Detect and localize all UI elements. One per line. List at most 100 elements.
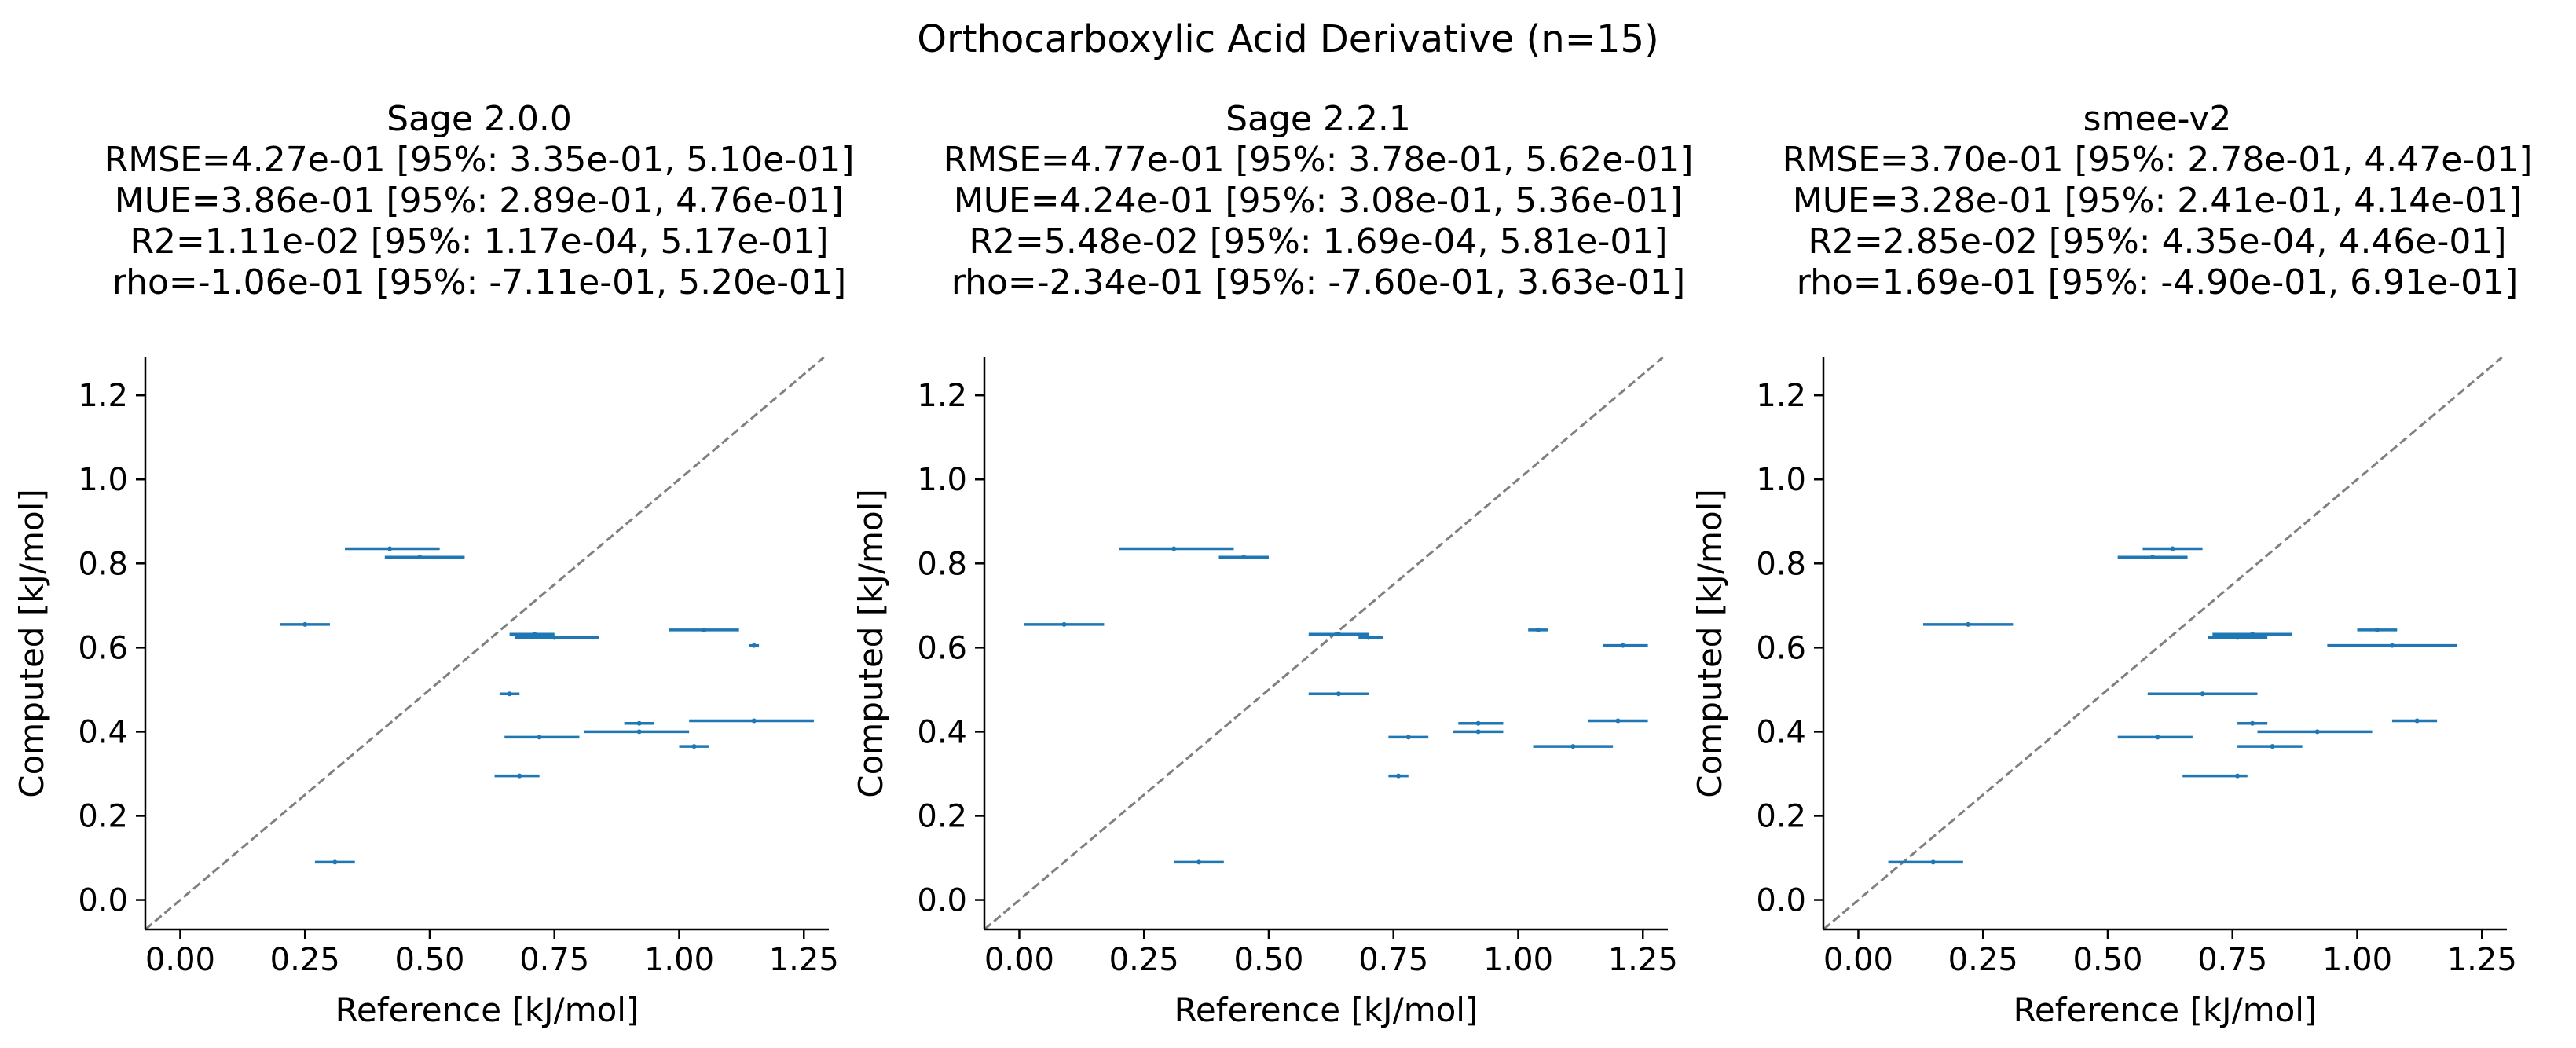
x-tick-label: 0.00 [984,942,1054,978]
data-point [2200,691,2205,697]
panel-title-line: MUE=3.86e-01 [95%: 2.89e-01, 4.76e-01] [114,181,845,221]
x-tick-label: 1.00 [1483,942,1553,978]
x-tick-label: 0.25 [1109,942,1179,978]
data-point [1241,555,1247,560]
panel-title-line: RMSE=3.70e-01 [95%: 2.78e-01, 4.47e-01] [1782,140,2533,180]
plot-panel-3: 0.00 0.25 0.50 0.75 1.00 1.25 0.0 0.2 0.4 0.6 0.8 1… [1691,356,2517,1029]
y-tick-label: 0.4 [917,714,967,750]
data-point [537,735,542,740]
x-axis-label: Reference [kJ/mol] [2014,991,2318,1029]
data-point [532,632,537,637]
data-point [2270,744,2275,749]
y-axis-label: Computed [kJ/mol] [1691,489,1729,797]
y-tick-label: 0.8 [917,546,967,582]
figure-title: Orthocarboxylic Acid Derivative (n=15) [917,17,1659,61]
y-tick-label: 0.2 [78,798,128,834]
y-tick-label: 1.0 [78,462,128,498]
data-point [1966,621,1971,627]
data-point [636,720,642,726]
x-tick-label: 0.50 [1233,942,1303,978]
y-tick-label: 0.6 [78,630,128,666]
y-tick-label: 1.2 [917,378,967,414]
x-tick-label: 1.25 [2447,942,2517,978]
data-point [1171,546,1177,551]
x-tick-label: 0.25 [1948,942,2018,978]
y-tick-label: 0.4 [1756,714,1806,750]
data-point [1570,744,1576,749]
data-point [1061,621,1067,627]
data-point [1535,627,1541,632]
data-point [1930,859,1936,865]
panel-title-line: MUE=4.24e-01 [95%: 3.08e-01, 5.36e-01] [953,181,1684,221]
panel-title-line: RMSE=4.27e-01 [95%: 3.35e-01, 5.10e-01] [104,140,855,180]
data-point [1405,735,1411,740]
data-point [2235,773,2241,779]
panel-title-line: Sage 2.2.1 [1226,99,1411,139]
x-tick-label: 1.25 [1608,942,1678,978]
y-tick-label: 0.8 [1756,546,1806,582]
panel-title-line: RMSE=4.77e-01 [95%: 3.78e-01, 5.62e-01] [943,140,1694,180]
data-point [1475,720,1481,726]
y-axis-label: Computed [kJ/mol] [13,489,51,797]
data-point [2250,720,2255,726]
data-point [2155,735,2160,740]
identity-line [145,356,825,931]
data-point [751,718,757,724]
data-point [2374,627,2380,632]
data-point [2414,718,2420,724]
x-axis-label: Reference [kJ/mol] [335,991,639,1029]
y-tick-label: 1.2 [78,378,128,414]
x-tick-label: 0.25 [270,942,340,978]
data-point [1336,632,1341,637]
data-point [2235,635,2241,640]
panel-title-line: R2=1.11e-02 [95%: 1.17e-04, 5.17e-01] [130,222,829,262]
data-point [551,635,557,640]
data-point [507,691,512,697]
panel-title-line: MUE=3.28e-01 [95%: 2.41e-01, 4.14e-01] [1792,181,2523,221]
data-point [302,621,308,627]
data-point [2250,632,2255,637]
data-point [387,546,393,551]
data-point [1615,718,1621,724]
data-point [636,729,642,735]
identity-line [1823,356,2503,931]
panel-title-line: rho=-2.34e-01 [95%: -7.60e-01, 3.63e-01] [951,262,1686,302]
data-point [332,859,338,865]
x-axis-label: Reference [kJ/mol] [1174,991,1479,1029]
y-tick-label: 0.0 [78,883,128,919]
x-tick-label: 0.75 [2197,942,2267,978]
identity-line [984,356,1664,931]
data-point [417,555,423,560]
data-point [2170,546,2175,551]
x-tick-label: 0.75 [519,942,589,978]
data-point [751,643,757,648]
y-tick-label: 0.2 [917,798,967,834]
plot-panel-1: 0.00 0.25 0.50 0.75 1.00 1.25 0.0 0.2 0.4 0.6 0.8 1… [13,356,839,1029]
data-point [2314,729,2320,735]
panel-title-line: R2=2.85e-02 [95%: 4.35e-04, 4.46e-01] [1808,222,2507,262]
y-tick-label: 0.8 [78,546,128,582]
y-tick-label: 0.0 [1756,883,1806,919]
y-tick-label: 0.6 [1756,630,1806,666]
panel-title-line: R2=5.48e-02 [95%: 1.69e-04, 5.81e-01] [969,222,1668,262]
data-point [2150,555,2156,560]
panel-title-smee-v2: smee-v2 RMSE=3.70e-01 [95%: 2.78e-01, 4.… [1741,99,2574,303]
x-tick-label: 0.50 [394,942,464,978]
y-tick-label: 0.0 [917,883,967,919]
x-tick-label: 0.50 [2072,942,2142,978]
panel-title-line: rho=-1.06e-01 [95%: -7.11e-01, 5.20e-01] [112,262,847,302]
x-tick-label: 0.00 [145,942,215,978]
x-tick-label: 0.75 [1358,942,1428,978]
plot-panel-2: 0.00 0.25 0.50 0.75 1.00 1.25 0.0 0.2 0.4 0.6 0.8 1… [852,356,1678,1029]
data-point [1365,635,1371,640]
data-point [1196,859,1202,865]
panel-title-sage-2-0-0: Sage 2.0.0 RMSE=4.27e-01 [95%: 3.35e-01,… [63,99,896,303]
x-tick-label: 1.25 [769,942,839,978]
data-point [1336,691,1341,697]
panel-title-sage-2-2-1: Sage 2.2.1 RMSE=4.77e-01 [95%: 3.78e-01,… [902,99,1735,303]
data-point [1620,643,1625,648]
data-point [1396,773,1402,779]
x-tick-label: 1.00 [2322,942,2392,978]
y-axis-label: Computed [kJ/mol] [852,489,890,797]
